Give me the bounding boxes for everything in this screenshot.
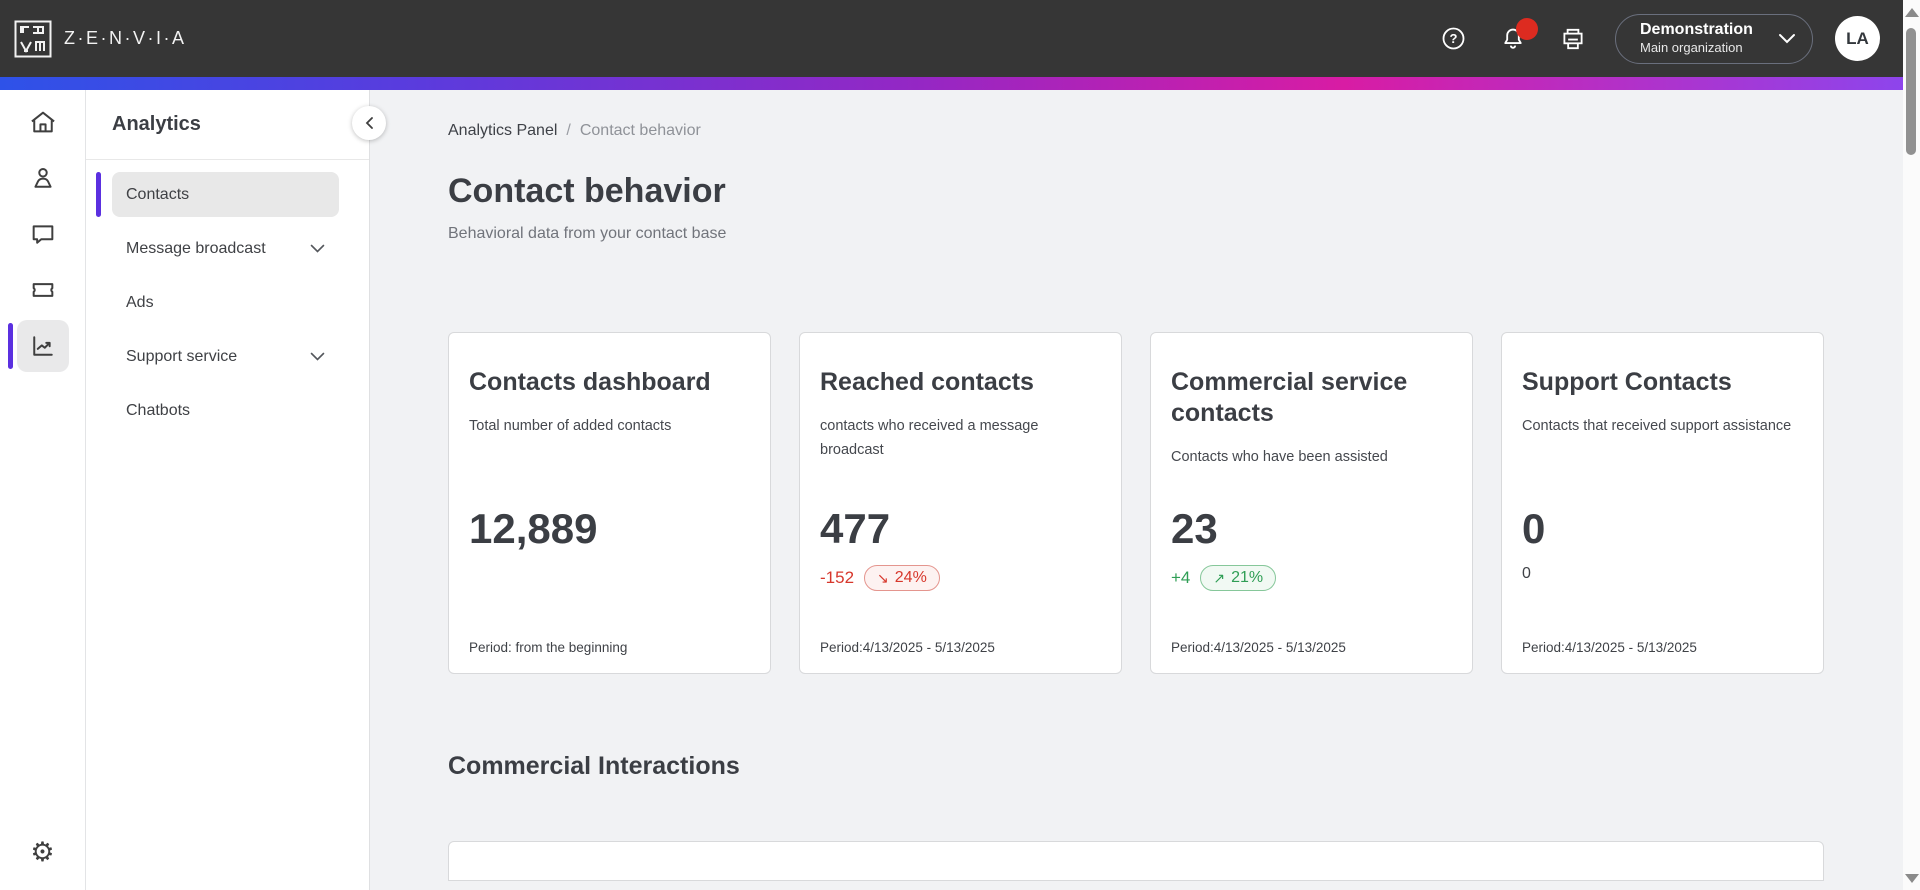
trend-up-arrow-icon: ↗ <box>1213 569 1226 586</box>
breadcrumb-separator: / <box>566 122 571 139</box>
card-delta-row: -152 ↘ 24% <box>820 565 940 591</box>
chevron-down-icon <box>310 244 325 253</box>
breadcrumb: Analytics Panel / Contact behavior <box>448 122 1920 140</box>
trend-badge-up: ↗ 21% <box>1200 565 1277 591</box>
sidebar-item-label: Support service <box>126 347 238 365</box>
sidebar: Analytics Contacts Message broadcast Ads <box>86 90 386 890</box>
main-content: Analytics Panel / Contact behavior Conta… <box>370 90 1920 890</box>
user-icon <box>33 168 52 188</box>
zenvia-logo-icon <box>14 20 52 57</box>
organization-sub: Main organization <box>1640 40 1743 56</box>
card-value: 12,889 <box>469 505 598 552</box>
card-subtitle: Total number of added contacts <box>469 418 672 434</box>
card-reached-contacts: Reached contacts contacts who received a… <box>799 332 1122 674</box>
card-subtitle: contacts who received a message broadcas… <box>820 418 1039 458</box>
sidebar-header: Analytics <box>86 90 369 160</box>
card-period: Period: from the beginning <box>469 640 628 655</box>
trend-down-arrow-icon: ↘ <box>877 569 889 586</box>
card-period: Period:4/13/2025 - 5/13/2025 <box>1171 640 1346 655</box>
delta-value: +4 <box>1171 568 1191 587</box>
brand[interactable]: Z·E·N·V·I·A <box>14 20 186 58</box>
line-chart-icon <box>32 336 53 356</box>
chevron-left-icon <box>365 117 373 129</box>
chat-bubble-icon <box>32 225 53 244</box>
organization-name: Demonstration <box>1640 21 1753 39</box>
card-title: Support Contacts <box>1522 368 1732 396</box>
print-button[interactable] <box>1553 19 1593 59</box>
help-icon: ? <box>1442 27 1464 50</box>
sidebar-item-label: Contacts <box>126 185 190 203</box>
svg-text:?: ? <box>1449 31 1457 46</box>
rail-item-home[interactable] <box>0 96 86 148</box>
card-delta-row: +4 ↗ 21% <box>1171 565 1277 591</box>
topbar-actions: ? Demonstration Main <box>1413 13 1880 64</box>
page-scrollbar[interactable] <box>1903 0 1920 890</box>
gear-icon: ⚙ <box>30 836 55 867</box>
card-subtitle: Contacts that received support assistanc… <box>1522 418 1792 434</box>
card-contacts-dashboard: Contacts dashboard Total number of added… <box>448 332 771 674</box>
rail-item-contacts[interactable] <box>0 152 86 204</box>
card-title: Commercial service contacts <box>1171 368 1408 427</box>
card-value: 477 <box>820 505 891 552</box>
card-period: Period:4/13/2025 - 5/13/2025 <box>820 640 995 655</box>
brand-text: Z·E·N·V·I·A <box>64 28 187 48</box>
help-button[interactable]: ? <box>1433 19 1473 59</box>
rail-item-settings[interactable]: ⚙ <box>0 826 86 878</box>
card-value: 23 <box>1171 505 1218 552</box>
card-title: Contacts dashboard <box>469 368 711 396</box>
rail-item-conversations[interactable] <box>0 208 86 260</box>
card-value: 0 <box>1522 505 1546 552</box>
card-title: Reached contacts <box>820 368 1034 396</box>
sidebar-item-chatbots[interactable]: Chatbots <box>112 388 339 433</box>
card-subtitle: Contacts who have been assisted <box>1171 449 1388 465</box>
page-title: Contact behavior <box>448 172 726 210</box>
sidebar-collapse-button[interactable] <box>352 106 386 140</box>
sidebar-item-contacts[interactable]: Contacts <box>96 172 339 217</box>
breadcrumb-current: Contact behavior <box>579 122 701 139</box>
sidebar-item-message-broadcast[interactable]: Message broadcast <box>112 226 339 271</box>
chevron-down-icon <box>310 352 325 361</box>
notification-badge <box>1516 17 1538 40</box>
sidebar-item-label: Ads <box>126 293 154 311</box>
sidebar-item-label: Message broadcast <box>126 239 266 257</box>
rail-item-analytics[interactable] <box>0 320 86 372</box>
printer-icon <box>1563 28 1583 49</box>
card-delta-row: 0 <box>1522 565 1531 583</box>
brand-gradient-bar <box>0 77 1920 90</box>
page-subtitle: Behavioral data from your contact base <box>448 225 727 242</box>
card-support-contacts: Support Contacts Contacts that received … <box>1501 332 1824 674</box>
sidebar-item-ads[interactable]: Ads <box>112 280 339 325</box>
kpi-cards-row: Contacts dashboard Total number of added… <box>448 332 1920 674</box>
sidebar-item-support-service[interactable]: Support service <box>112 334 339 379</box>
chevron-down-icon <box>1779 34 1795 44</box>
scrollbar-thumb[interactable] <box>1906 28 1916 155</box>
sidebar-title: Analytics <box>112 113 201 135</box>
sidebar-item-label: Chatbots <box>126 401 191 419</box>
trend-percent: 21% <box>1231 569 1264 586</box>
card-period: Period:4/13/2025 - 5/13/2025 <box>1522 640 1697 655</box>
topbar: Z·E·N·V·I·A ? <box>0 0 1920 77</box>
section-title-commercial-interactions: Commercial Interactions <box>448 752 740 780</box>
trend-percent: 24% <box>894 569 927 586</box>
sidebar-nav: Contacts Message broadcast Ads Support s… <box>86 160 369 433</box>
home-icon <box>30 111 55 133</box>
notifications-button[interactable] <box>1493 17 1538 59</box>
user-avatar[interactable]: LA <box>1835 16 1880 61</box>
ticket-icon <box>32 283 53 297</box>
card-commercial-service-contacts: Commercial service contacts Contacts who… <box>1150 332 1473 674</box>
body-row: ⚙ Analytics Contacts Message broadcast <box>0 90 1920 890</box>
rail-item-tickets[interactable] <box>0 264 86 316</box>
trend-badge-down: ↘ 24% <box>864 565 940 591</box>
delta-value: -152 <box>820 568 855 587</box>
commercial-interactions-card <box>448 841 1824 881</box>
icon-rail: ⚙ <box>0 90 86 890</box>
scrollbar-down-arrow[interactable] <box>1904 874 1919 883</box>
delta-value: 0 <box>1522 565 1531 582</box>
breadcrumb-analytics-panel[interactable]: Analytics Panel <box>448 122 558 139</box>
scrollbar-up-arrow[interactable] <box>1904 8 1919 17</box>
organization-selector[interactable]: Demonstration Main organization <box>1615 13 1813 64</box>
